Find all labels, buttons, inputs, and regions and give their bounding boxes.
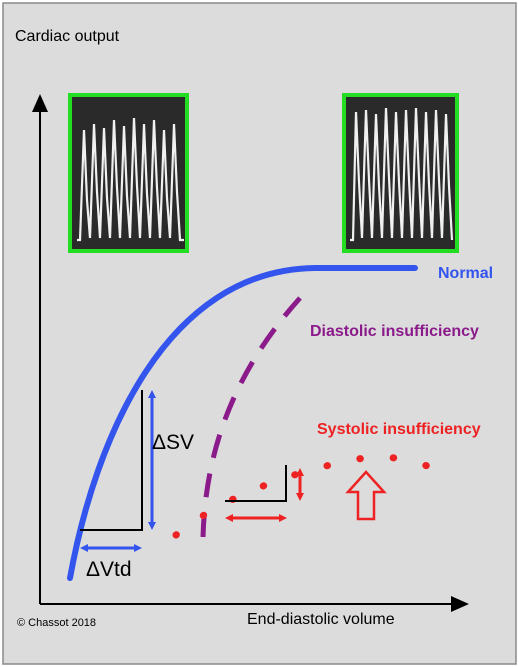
label-normal: Normal — [438, 265, 494, 282]
pressure-waveform-right — [350, 107, 454, 242]
axes — [32, 94, 469, 612]
label-delta-vtd: ΔVtd — [86, 558, 132, 581]
copyright-notice: © Chassot 2018 — [17, 617, 97, 629]
x-axis-arrowhead — [451, 596, 469, 612]
label-delta-sv: ΔSV — [152, 431, 195, 454]
label-systolic: Systolic insufficiency — [317, 421, 481, 438]
y-axis-label: Cardiac output — [15, 28, 120, 45]
pressure-trace-left — [68, 93, 189, 253]
up-arrow-icon — [345, 470, 387, 521]
y-axis-arrowhead — [32, 94, 48, 112]
delta-sv-step — [80, 390, 143, 531]
systolic-annotation — [225, 465, 387, 522]
delta-sv-annotation — [80, 390, 156, 552]
curve-normal — [67, 265, 418, 581]
systolic-step — [225, 465, 287, 502]
pressure-waveform-left — [77, 117, 184, 242]
x-axis-label: End-diastolic volume — [247, 611, 395, 628]
pressure-trace-right — [342, 93, 459, 253]
curve-diastolic — [200, 296, 302, 538]
label-diastolic: Diastolic insufficiency — [310, 323, 479, 340]
